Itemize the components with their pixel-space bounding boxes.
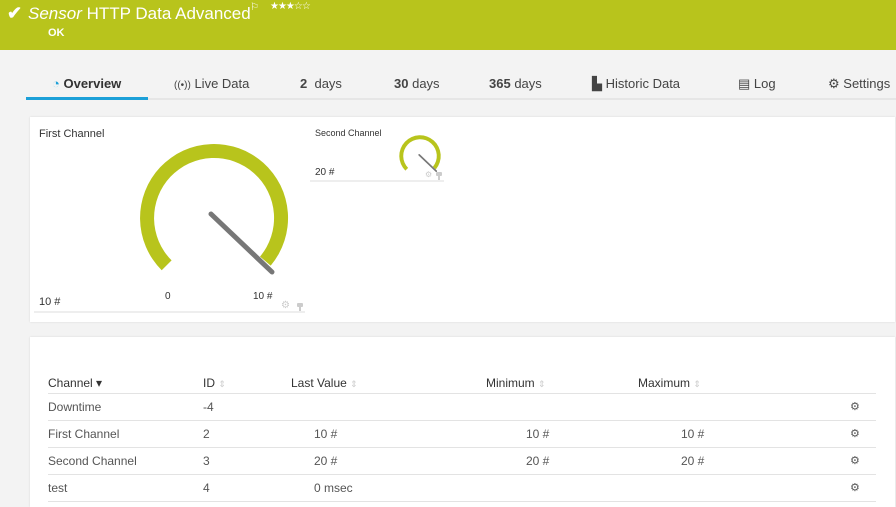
check-icon: ✔ [7, 3, 23, 23]
gauge-settings-icon[interactable]: ⚙ [281, 300, 290, 311]
id-cell: 4 [203, 474, 291, 502]
sensor-header: ✔ Sensor HTTP Data Advanced ⚐ ★★★☆☆ OK [0, 0, 896, 50]
tab-overview[interactable]: ◔ Overview [52, 76, 122, 91]
last-value-cell: 20 # [291, 447, 486, 475]
col-maximum[interactable]: Maximum ⇕ [638, 373, 778, 394]
channel-cell: First Channel [48, 420, 203, 448]
list-icon: ▤ [738, 76, 751, 91]
gauge-needle-second-channel [418, 154, 438, 172]
tab-30-days[interactable]: 30 days [394, 76, 440, 91]
col-minimum[interactable]: Minimum ⇕ [486, 373, 638, 394]
sort-icon: ⇕ [693, 378, 701, 389]
maximum-cell: 20 # [638, 447, 778, 475]
gauge-max-label: 10 # [253, 291, 273, 302]
gauge-icon: ◔ [52, 76, 60, 91]
last-value-cell: 10 # [291, 420, 486, 448]
pin-icon[interactable] [436, 172, 442, 180]
channels-table: Channel ▾ ID ⇕ Last Value ⇕ Minimum ⇕ Ma… [48, 373, 876, 502]
gauge-second-channel [399, 135, 441, 172]
tab-bar: ◔ Overview ((•)) Live Data 2 days 30 day… [26, 70, 896, 100]
sort-icon: ⇕ [218, 378, 226, 389]
sensor-title: Sensor HTTP Data Advanced [28, 4, 251, 23]
table-row[interactable]: First Channel 2 10 #10 #10 # ⚙ [48, 420, 876, 448]
channel-cell: Downtime [48, 393, 203, 421]
minimum-cell: 10 # [486, 420, 638, 448]
maximum-cell [638, 474, 778, 502]
id-cell: 2 [203, 420, 291, 448]
channel-settings-icon[interactable]: ⚙ [778, 447, 876, 475]
table-row[interactable]: Second Channel 3 20 #20 #20 # ⚙ [48, 447, 876, 475]
gauge-value: 20 # [315, 167, 335, 178]
sort-desc-icon: ▾ [96, 375, 103, 390]
area-chart-icon: ▙ [592, 76, 602, 91]
pin-icon[interactable] [297, 303, 303, 311]
last-value-cell: 0 msec [291, 474, 486, 502]
channel-settings-icon[interactable]: ⚙ [778, 420, 876, 448]
maximum-cell: 10 # [638, 420, 778, 448]
table-row[interactable]: Downtime -4 ⚙ [48, 393, 876, 421]
minimum-cell [486, 474, 638, 502]
sort-icon: ⇕ [350, 378, 358, 389]
gauge-title: First Channel [39, 128, 105, 140]
gauge-needle-first-channel [208, 211, 275, 275]
gauge-arc-second-channel [399, 135, 441, 171]
tab-2-days[interactable]: 2 days [300, 76, 342, 91]
sort-icon: ⇕ [538, 378, 546, 389]
gauge-arc-first-channel [140, 143, 289, 271]
col-channel[interactable]: Channel ▾ [48, 373, 203, 394]
channel-settings-icon[interactable]: ⚙ [778, 393, 876, 421]
gear-icon: ⚙ [828, 76, 840, 91]
tab-log[interactable]: ▤ Log [738, 76, 776, 91]
gauges-panel: First Channel 10 # 0 10 # ⚙ Second Chann… [30, 117, 895, 322]
tab-live-data[interactable]: ((•)) Live Data [174, 76, 250, 91]
maximum-cell [638, 393, 778, 421]
col-id[interactable]: ID ⇕ [203, 373, 291, 394]
table-header: Channel ▾ ID ⇕ Last Value ⇕ Minimum ⇕ Ma… [48, 373, 876, 394]
table-row[interactable]: test 4 0 msec ⚙ [48, 474, 876, 502]
priority-stars[interactable]: ★★★☆☆ [270, 1, 311, 12]
status-text: OK [48, 27, 65, 39]
last-value-cell [291, 393, 486, 421]
col-actions [778, 373, 876, 394]
minimum-cell [486, 393, 638, 421]
minimum-cell: 20 # [486, 447, 638, 475]
gauge-settings-icon[interactable]: ⚙ [425, 170, 433, 179]
tab-historic-data[interactable]: ▙ Historic Data [592, 76, 681, 91]
channel-cell: Second Channel [48, 447, 203, 475]
channel-settings-icon[interactable]: ⚙ [778, 474, 876, 502]
tab-settings[interactable]: ⚙ Settings [828, 76, 891, 91]
channels-panel: Channel ▾ ID ⇕ Last Value ⇕ Minimum ⇕ Ma… [30, 337, 895, 507]
id-cell: -4 [203, 393, 291, 421]
gauges-svg [34, 135, 444, 313]
col-last-value[interactable]: Last Value ⇕ [291, 373, 486, 394]
gauge-value: 10 # [39, 296, 61, 308]
channel-cell: test [48, 474, 203, 502]
broadcast-icon: ((•)) [174, 80, 191, 91]
gauge-title: Second Channel [315, 128, 382, 138]
tab-365-days[interactable]: 365 days [489, 76, 542, 91]
id-cell: 3 [203, 447, 291, 475]
gauge-min-label: 0 [165, 291, 171, 302]
active-tab-indicator [26, 97, 148, 100]
flag-icon[interactable]: ⚐ [250, 2, 259, 13]
